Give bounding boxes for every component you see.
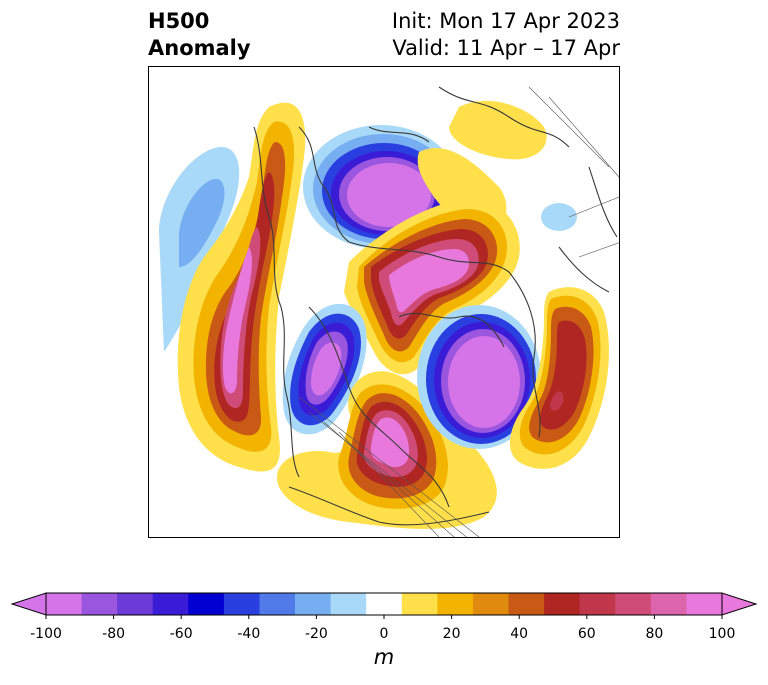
colorbar-tick-label: 0 [379,626,389,642]
colorbar-tick-label: -80 [102,626,126,642]
colorbar-swatch [579,593,616,615]
colorbar-swatch [81,593,118,615]
title-type: Anomaly [148,36,251,60]
title-left: H500 Anomaly [148,8,251,62]
asia-ridge [509,287,609,469]
colorbar-tick-label: -60 [169,626,193,642]
grid-lines [298,86,619,537]
valid-range: Valid: 11 Apr – 17 Apr [392,36,620,60]
colorbar-tick-label: 100 [708,626,736,642]
colorbar-swatch [117,593,154,615]
colorbar-swatch [437,593,474,615]
anomaly-map [159,86,619,537]
colorbar-unit: m [373,645,395,669]
west-coast-ridge [177,102,306,472]
title-right: Init: Mon 17 Apr 2023 Valid: 11 Apr – 17… [392,8,620,62]
colorbar-swatch [259,593,296,615]
coastlines [253,86,618,526]
colorbar-swatch [650,593,687,615]
map-frame [148,66,620,538]
colorbar-swatch [152,593,189,615]
colorbar-swatch [615,593,652,615]
siberian-ridge [344,199,520,375]
pacific-trough [159,146,240,352]
colorbar-tick-label: -40 [237,626,261,642]
colorbar-swatch [330,593,367,615]
colorbar-tick-label: -100 [30,626,62,642]
colorbar-tick-label: 60 [577,626,596,642]
colorbar-tick-label: 80 [645,626,664,642]
eurasian-trough [282,303,367,435]
colorbar-swatch [295,593,332,615]
colorbar [10,592,758,619]
colorbar-swatch [544,593,581,615]
colorbar-tick-label: 40 [510,626,529,642]
colorbar-extend-high [721,592,758,616]
colorbar-tick-label: -20 [304,626,328,642]
colorbar-swatch [401,593,438,615]
colorbar-swatch [472,593,510,615]
colorbar-swatch [508,593,545,615]
colorbar-swatch [188,593,225,615]
init-date: Init: Mon 17 Apr 2023 [391,9,620,33]
colorbar-extend-low [10,592,47,616]
colorbar-swatch [46,593,83,615]
ne-small-trough [541,203,577,231]
colorbar-swatch [366,593,403,615]
colorbar-swatch [223,593,260,615]
colorbar-tick-label: 20 [442,626,461,642]
east-asia-trough [417,305,541,449]
title-field: H500 [148,9,210,33]
colorbar-swatch [686,593,723,615]
